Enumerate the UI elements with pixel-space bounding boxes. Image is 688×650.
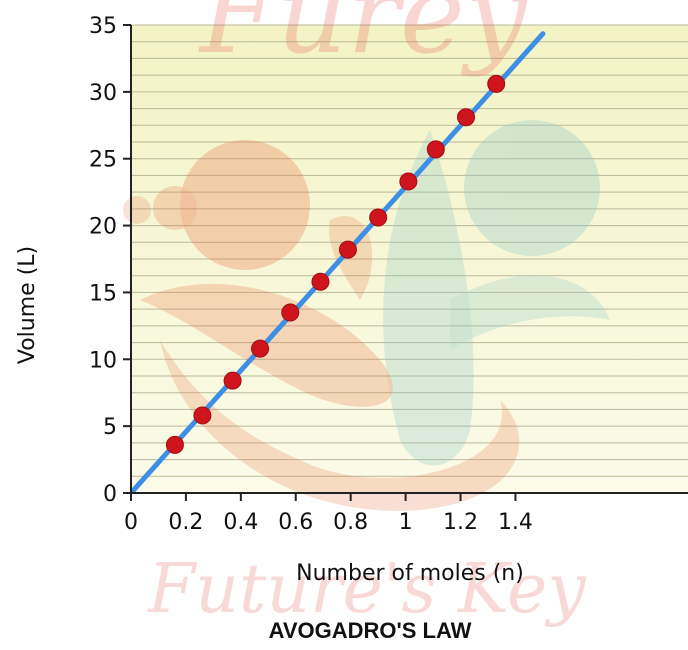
x-tick-label: 0.4 xyxy=(223,510,258,535)
x-tick-label: 0 xyxy=(124,510,138,535)
y-tick-label: 15 xyxy=(89,281,117,306)
data-point xyxy=(311,272,330,291)
watermark-tiny-circle xyxy=(123,196,151,224)
data-point xyxy=(399,172,418,191)
x-tick-label: 0.2 xyxy=(168,510,203,535)
watermark-orange-swoosh xyxy=(160,340,520,511)
x-tick-label: 0.6 xyxy=(278,510,313,535)
y-tick-label: 30 xyxy=(89,81,117,106)
y-tick-label: 25 xyxy=(89,148,117,173)
watermark-logo: Furey Future's Key xyxy=(123,0,610,629)
plot-area xyxy=(131,24,688,493)
data-point xyxy=(281,303,300,322)
data-point xyxy=(457,108,476,127)
data-points xyxy=(165,74,506,454)
y-tick-label: 35 xyxy=(89,14,117,39)
x-axis-label: Number of moles (n) xyxy=(296,561,524,586)
data-point xyxy=(426,140,445,159)
x-ticks: 0 0.2 0.4 0.6 0.8 1 1.2 1.4 xyxy=(124,493,533,535)
data-point xyxy=(165,435,184,454)
x-tick-label: 1 xyxy=(399,510,413,535)
watermark-bottom-text: Future's Key xyxy=(146,550,587,629)
y-tick-label: 20 xyxy=(89,215,117,240)
y-tick-label: 0 xyxy=(103,482,117,507)
data-point xyxy=(223,371,242,390)
x-tick-label: 1.4 xyxy=(498,510,533,535)
watermark-top-text: Furey xyxy=(198,0,529,78)
y-axis-label: Volume (L) xyxy=(15,246,40,364)
data-point xyxy=(369,208,388,227)
y-ticks: 0 5 10 15 20 25 30 35 xyxy=(89,14,131,507)
watermark-small-circle xyxy=(153,186,197,230)
x-tick-label: 1.2 xyxy=(443,510,478,535)
watermark-teal-circle xyxy=(464,120,600,256)
chart-title: AVOGADRO'S LAW xyxy=(269,618,472,643)
y-tick-label: 5 xyxy=(103,415,117,440)
data-point xyxy=(338,240,357,259)
watermark-teal-leaf-2 xyxy=(450,275,610,350)
data-point xyxy=(193,406,212,425)
data-point xyxy=(487,74,506,93)
data-point xyxy=(251,339,270,358)
axes: 0 0.2 0.4 0.6 0.8 1 1.2 1.4 0 5 10 15 20 25 30 35 xyxy=(89,14,688,535)
x-tick-label: 0.8 xyxy=(333,510,368,535)
watermark-teal-leaf xyxy=(383,130,474,466)
watermark-orange-circle xyxy=(180,140,310,270)
y-tick-label: 10 xyxy=(89,348,117,373)
gridlines xyxy=(131,24,688,477)
